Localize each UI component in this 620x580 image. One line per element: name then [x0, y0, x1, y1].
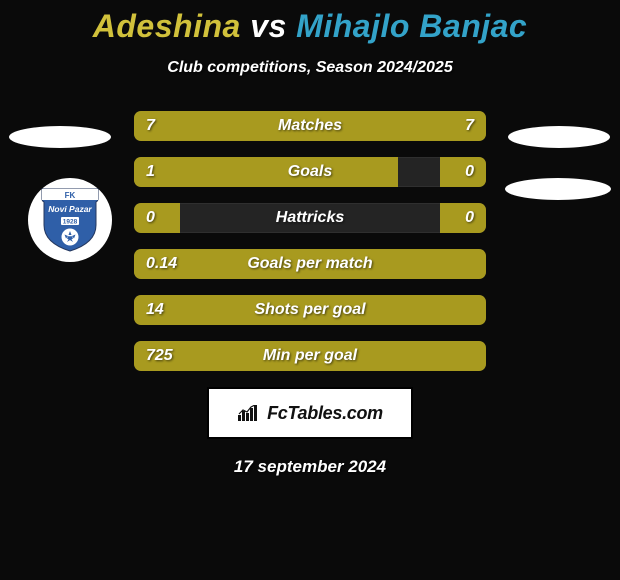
stat-label: Hattricks: [276, 209, 344, 227]
bar-left: [134, 203, 180, 233]
stat-value-left: 7: [146, 117, 155, 135]
bar-left: [134, 157, 398, 187]
decorative-ellipse-top-left: [9, 126, 111, 148]
vs-word: vs: [250, 8, 287, 44]
bar-right: [440, 157, 486, 187]
shield-icon: FK Novi Pazar 1928: [40, 187, 100, 253]
subtitle: Club competitions, Season 2024/2025: [0, 59, 620, 77]
stat-label: Min per goal: [263, 347, 357, 365]
stat-row: Min per goal 725: [134, 341, 486, 371]
comparison-title: Adeshina vs Mihajlo Banjac: [0, 8, 620, 45]
stat-value-right: 7: [465, 117, 474, 135]
player2-name: Mihajlo Banjac: [296, 8, 527, 44]
stat-value-left: 14: [146, 301, 164, 319]
stat-row: Matches 7 7: [134, 111, 486, 141]
decorative-ellipse-top-right: [508, 126, 610, 148]
stat-row: Goals 1 0: [134, 157, 486, 187]
bar-right: [440, 203, 486, 233]
brand-text: FcTables.com: [267, 403, 383, 424]
stat-value-left: 1: [146, 163, 155, 181]
stat-row: Hattricks 0 0: [134, 203, 486, 233]
badge-year: 1928: [63, 219, 78, 226]
stats-table: Matches 7 7 Goals 1 0 Hattricks 0 0 Goals per mat…: [134, 111, 486, 371]
snapshot-date: 17 september 2024: [0, 457, 620, 477]
player1-name: Adeshina: [93, 8, 241, 44]
badge-fk: FK: [65, 191, 76, 200]
stat-value-left: 0.14: [146, 255, 177, 273]
stat-label: Goals per match: [247, 255, 372, 273]
stat-value-left: 725: [146, 347, 173, 365]
stat-value-left: 0: [146, 209, 155, 227]
badge-clubname: Novi Pazar: [48, 204, 92, 214]
stat-value-right: 0: [465, 209, 474, 227]
stat-label: Shots per goal: [254, 301, 365, 319]
stat-row: Goals per match 0.14: [134, 249, 486, 279]
club-badge: FK Novi Pazar 1928: [28, 178, 112, 262]
brand-footer: FcTables.com: [207, 387, 413, 439]
chart-bars-icon: [237, 405, 261, 421]
decorative-ellipse-right: [505, 178, 611, 200]
stat-label: Goals: [288, 163, 332, 181]
stat-value-right: 0: [465, 163, 474, 181]
stat-row: Shots per goal 14: [134, 295, 486, 325]
stat-label: Matches: [278, 117, 342, 135]
